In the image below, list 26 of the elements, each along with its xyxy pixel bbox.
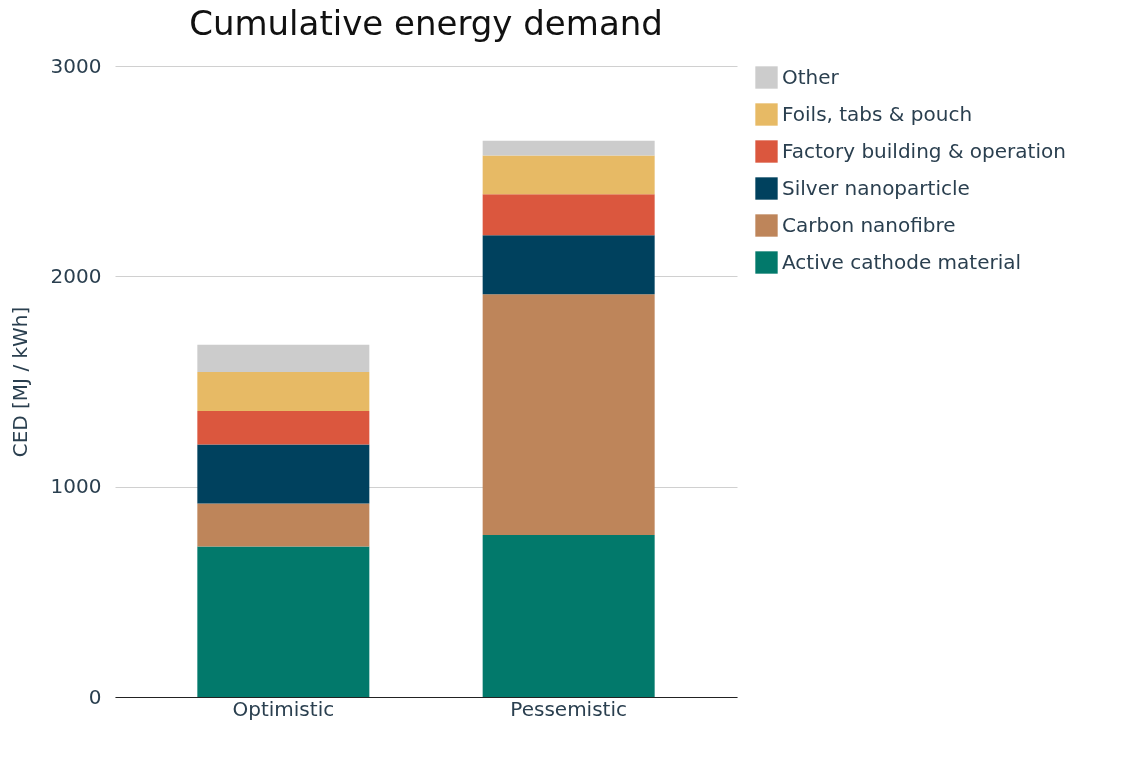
- legend-label: Active cathode material: [782, 249, 1022, 274]
- y-tick-label: 0: [88, 684, 102, 709]
- bar: [482, 140, 655, 156]
- x-tick-label: Pessemistic: [510, 696, 627, 721]
- legend-label: Silver nanoparticle: [782, 175, 970, 200]
- bar: [482, 535, 655, 697]
- y-axis-title: CED [MJ / kWh]: [7, 306, 32, 458]
- bar: [197, 444, 370, 504]
- chart-title: Cumulative energy demand: [189, 3, 663, 43]
- y-tick-label: 2000: [50, 263, 102, 288]
- x-tick-label: Optimistic: [232, 696, 335, 721]
- bar: [197, 344, 370, 373]
- legend-label: Foils, tabs & pouch: [782, 101, 973, 126]
- bar: [482, 294, 655, 536]
- bar: [197, 546, 370, 697]
- bar: [197, 410, 370, 445]
- legend-label: Factory building & operation: [782, 138, 1066, 163]
- y-tick-label: 3000: [50, 53, 102, 78]
- legend-label: Carbon nanofibre: [782, 212, 956, 237]
- bar: [197, 503, 370, 547]
- legend-label: Other: [782, 64, 840, 89]
- y-tick-label: 1000: [50, 474, 102, 499]
- bar: [482, 235, 655, 295]
- bar: [482, 155, 655, 195]
- bar: [197, 372, 370, 411]
- bar: [482, 194, 655, 236]
